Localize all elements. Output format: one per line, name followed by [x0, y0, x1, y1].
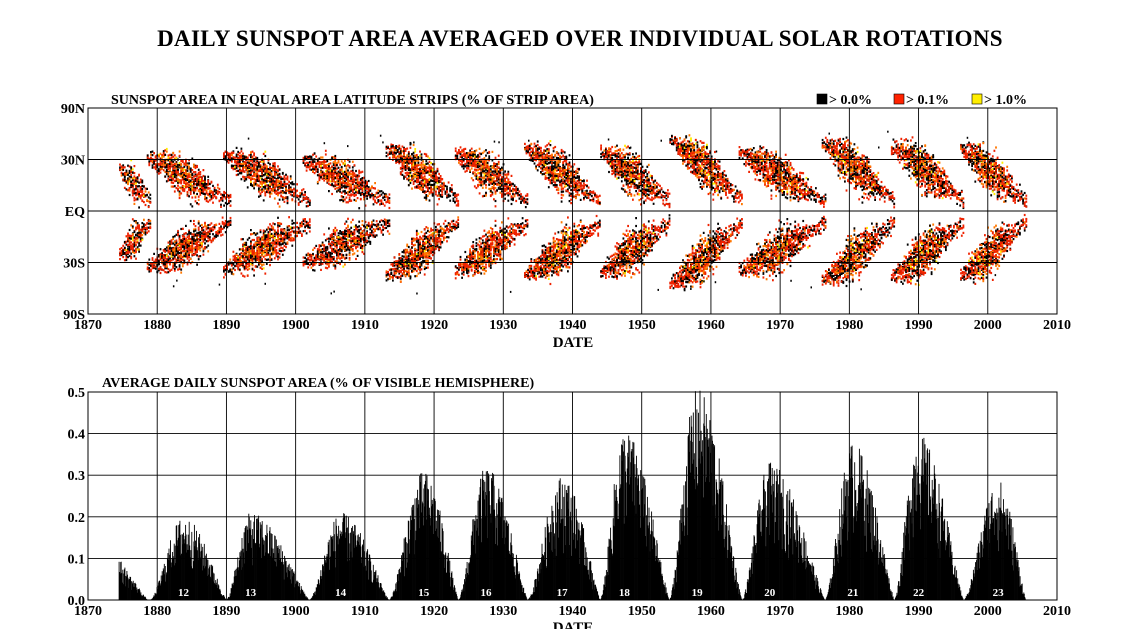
area-cycle [669, 390, 743, 600]
cycle-number-label: 23 [993, 587, 1005, 599]
cycle-number-label: 12 [178, 587, 190, 599]
area-cycle [825, 445, 895, 600]
area-ytick-label: 0.2 [68, 511, 86, 526]
cycle-number-label: 19 [692, 587, 704, 599]
area-cycle [964, 482, 1026, 600]
area-cycle [389, 473, 459, 600]
butterfly-xtick-label: 1960 [697, 318, 725, 333]
area-xtick-label: 1870 [74, 604, 102, 619]
butterfly-xtick-label: 1870 [74, 318, 102, 333]
area-ytick-label: 0.3 [68, 469, 86, 484]
area-xtick-label: 1930 [489, 604, 517, 619]
butterfly-cycle [302, 149, 391, 272]
area-xlabel: DATE [553, 620, 594, 629]
area-xtick-label: 1950 [628, 604, 656, 619]
cycle-number-label: 15 [418, 587, 430, 599]
cycle-number-label: 20 [764, 587, 776, 599]
area-xtick-label: 1890 [212, 604, 240, 619]
area-ytick-label: 0.0 [68, 594, 86, 609]
butterfly-xtick-label: 1980 [835, 318, 863, 333]
area-xtick-label: 1920 [420, 604, 448, 619]
cycle-number-label: 22 [913, 587, 925, 599]
butterfly-xtick-label: 1880 [143, 318, 171, 333]
area-bars [118, 390, 1026, 600]
butterfly-xtick-label: 2000 [974, 318, 1002, 333]
butterfly-cycle [385, 141, 460, 283]
cycle-number-label: 17 [557, 587, 569, 599]
butterfly-xtick-label: 1970 [766, 318, 794, 333]
butterfly-cycle [600, 144, 671, 280]
area-title: AVERAGE DAILY SUNSPOT AREA (% OF VISIBLE… [102, 376, 534, 391]
legend-label: > 1.0% [984, 93, 1027, 108]
butterfly-grid [88, 108, 1057, 314]
figure-title: DAILY SUNSPOT AREA AVERAGED OVER INDIVID… [157, 26, 1003, 51]
cycle-number-label: 18 [619, 587, 631, 599]
butterfly-xtick-label: 2010 [1043, 318, 1071, 333]
butterfly-xtick-label: 1890 [212, 318, 240, 333]
area-xtick-label: 1910 [351, 604, 379, 619]
area-xtick-label: 1980 [835, 604, 863, 619]
butterfly-xtick-label: 1990 [905, 318, 933, 333]
butterfly-xtick-label: 1910 [351, 318, 379, 333]
area-panel: 12 13 14 15 16 17 18 19 20 21 22 230.00.10.20.30.40… [68, 376, 1072, 629]
legend-swatch [816, 93, 828, 105]
area-cycle [894, 437, 964, 600]
butterfly-cycle [960, 141, 1028, 285]
butterfly-title: SUNSPOT AREA IN EQUAL AREA LATITUDE STRI… [111, 93, 594, 108]
butterfly-xtick-label: 1940 [559, 318, 587, 333]
butterfly-cycle [119, 159, 152, 262]
area-xtick-label: 1940 [559, 604, 587, 619]
area-cycle [600, 435, 670, 600]
area-cycle [118, 561, 148, 600]
area-xtick-label: 1900 [282, 604, 310, 619]
legend-label: > 0.0% [829, 93, 872, 108]
area-xtick-label: 1880 [143, 604, 171, 619]
cycle-number-label: 21 [847, 587, 858, 599]
area-cycle [150, 520, 227, 600]
butterfly-ytick-label: 90N [61, 102, 85, 117]
area-cycle [742, 462, 826, 600]
area-xtick-label: 2010 [1043, 604, 1071, 619]
butterfly-data [119, 130, 1028, 295]
cycle-number-label: 16 [480, 587, 492, 599]
legend-swatch [971, 93, 983, 105]
area-ytick-label: 0.4 [68, 428, 86, 443]
butterfly-ytick-label: 30N [61, 154, 85, 169]
area-cycle [458, 470, 528, 600]
butterfly-xtick-label: 1930 [489, 318, 517, 333]
area-cycle [227, 513, 309, 600]
cycle-number-label: 14 [335, 587, 347, 599]
area-cycle [310, 513, 389, 600]
area-xtick-label: 1990 [905, 604, 933, 619]
butterfly-xlabel: DATE [553, 335, 594, 351]
cycle-number-label: 13 [245, 587, 257, 599]
butterfly-ytick-label: 30S [63, 257, 85, 272]
butterfly-legend: > 0.0% > 0.1% > 1.0% [816, 93, 1027, 108]
legend-label: > 0.1% [906, 93, 949, 108]
area-xtick-label: 1960 [697, 604, 725, 619]
area-ytick-label: 0.1 [68, 552, 86, 567]
butterfly-xtick-label: 1900 [282, 318, 310, 333]
area-xtick-label: 2000 [974, 604, 1002, 619]
butterfly-ytick-label: EQ [65, 205, 85, 220]
area-cycle [528, 478, 601, 600]
butterfly-ytick-label: 90S [63, 308, 85, 323]
legend-swatch [893, 93, 905, 105]
area-ytick-label: 0.5 [68, 386, 86, 401]
butterfly-xtick-label: 1920 [420, 318, 448, 333]
butterfly-xtick-label: 1950 [628, 318, 656, 333]
area-xtick-label: 1970 [766, 604, 794, 619]
